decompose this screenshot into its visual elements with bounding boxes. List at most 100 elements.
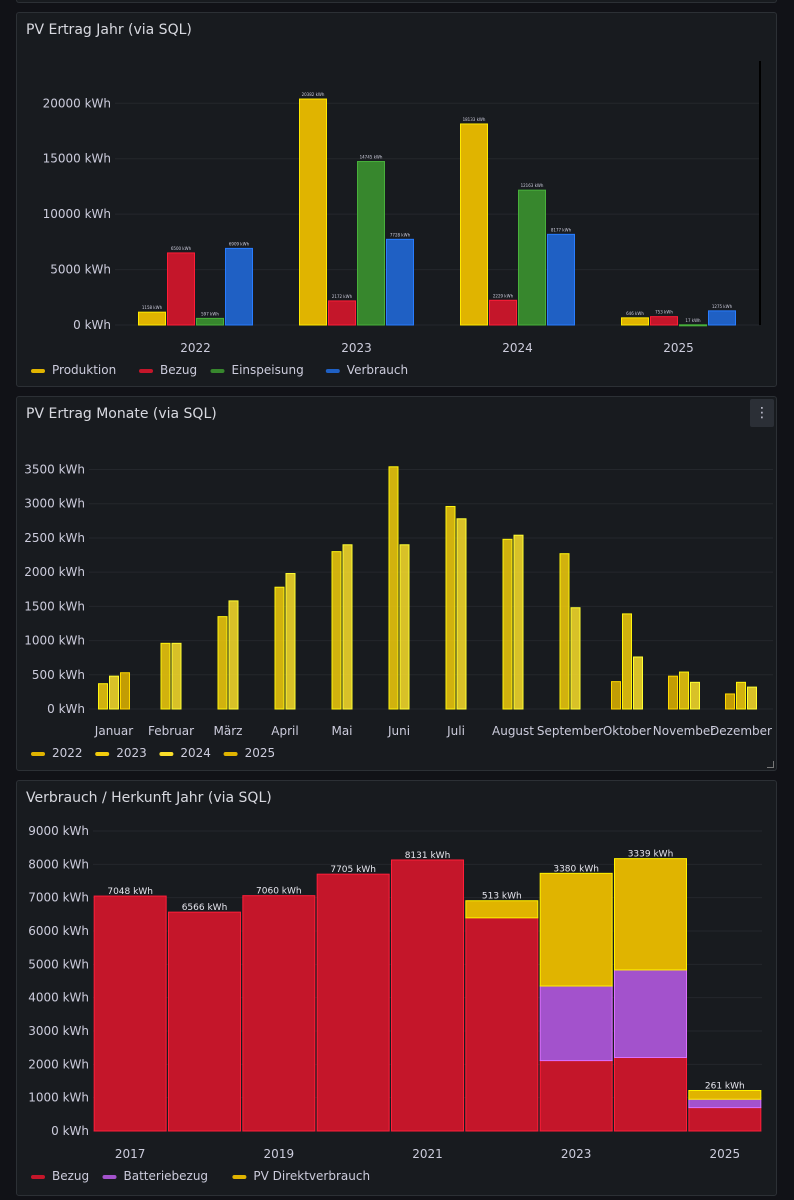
bar-data-label: 1158 kWh — [142, 305, 163, 310]
x-tick-label: 2017 — [115, 1147, 146, 1161]
bar-data-label: 753 kWh — [655, 310, 673, 315]
panel-verbrauch-herkunft[interactable]: Verbrauch / Herkunft Jahr (via SQL) 0 kW… — [16, 780, 777, 1196]
previous-panel-edge — [16, 0, 777, 3]
monthly-bar-chart: 0 kWh 500 kWh 1000 kWh 1500 kWh 2000 kWh 2500… — [24, 463, 773, 760]
kebab-menu-icon[interactable]: ⋮ — [750, 399, 774, 427]
stacked-bar-pv-direktverbrauch — [688, 1090, 762, 1100]
bar-verbrauch — [547, 233, 575, 326]
y-tick-label: 5000 kWh — [28, 957, 89, 971]
bar-data-label: 6909 kWh — [229, 241, 250, 246]
y-tick-label: 3500 kWh — [24, 463, 85, 477]
legend-swatch — [31, 752, 45, 756]
stacked-bar-bezug — [465, 917, 539, 1132]
bar-dezember-2022 — [725, 693, 735, 710]
stacked-bar-batteriebezug — [614, 969, 687, 1058]
bar-bezug — [650, 316, 678, 326]
bar-data-label: 12163 kWh — [521, 183, 544, 188]
bar-juni-2023 — [388, 466, 399, 710]
bar-data-label: 8177 kWh — [551, 227, 572, 232]
legend-label-consumption: PV Direktverbrauch — [253, 1169, 370, 1183]
x-tick-label: Juni — [387, 724, 410, 738]
x-tick-label: 2019 — [264, 1147, 295, 1161]
panel-pv-ertrag-jahr[interactable]: PV Ertrag Jahr (via SQL) 0 kWh 5000 kWh 10… — [16, 12, 777, 387]
stacked-consumption-chart: 0 kWh 1000 kWh 2000 kWh 3000 kWh 4000 kWh 500… — [28, 824, 762, 1183]
bar-märz-2024 — [228, 600, 239, 710]
y-tick-label: 7000 kWh — [28, 891, 89, 905]
y-tick-label: 0 kWh — [47, 702, 85, 716]
y-tick-label: 0 kWh — [73, 318, 111, 332]
legend-label-yearly: Verbrauch — [347, 363, 408, 377]
x-tick-label: April — [271, 724, 298, 738]
stacked-bar-label: 513 kWh — [482, 892, 522, 902]
bar-januar-2023 — [98, 683, 108, 710]
legend-swatch — [31, 369, 45, 373]
stacked-bar-label: 7060 kWh — [256, 887, 302, 897]
bar-juni-2024 — [399, 544, 410, 710]
legend-swatch — [210, 369, 225, 373]
x-tick-label: September — [537, 724, 603, 738]
y-tick-label: 0 kWh — [51, 1124, 89, 1138]
y-tick-label: 1000 kWh — [24, 634, 85, 648]
bar-data-label: 7728 kWh — [390, 232, 411, 237]
legend-swatch — [31, 1175, 45, 1179]
x-tick-label: 2022 — [180, 341, 211, 355]
legend-swatch — [102, 1175, 117, 1179]
bar-data-label: 18133 kWh — [463, 117, 486, 122]
stacked-bar-label: 7048 kWh — [107, 887, 153, 897]
stacked-bar-bezug — [614, 1057, 687, 1132]
y-tick-label: 6000 kWh — [28, 924, 89, 938]
stacked-bar-pv-direktverbrauch — [614, 858, 687, 971]
stacked-bar-label: 261 kWh — [705, 1082, 745, 1092]
y-tick-label: 15000 kWh — [43, 152, 111, 166]
bar-märz-2023 — [217, 616, 228, 710]
bar-april-2024 — [285, 573, 296, 710]
y-tick-label: 3000 kWh — [24, 497, 85, 511]
legend-label-monthly: 2023 — [116, 746, 147, 760]
bar-data-label: 597 kWh — [201, 311, 219, 316]
bar-januar-2025 — [120, 672, 130, 710]
stacked-bar-pv-direktverbrauch — [465, 900, 539, 919]
bar-oktober-2022 — [611, 681, 621, 710]
stacked-bar-label: 6566 kWh — [182, 903, 228, 913]
x-tick-label: Januar — [94, 724, 133, 738]
stacked-bar-bezug — [93, 895, 167, 1132]
yearly-bar-chart: 0 kWh 5000 kWh 10000 kWh 15000 kWh 20000 kWh… — [31, 61, 761, 377]
bar-november-2024 — [690, 681, 700, 710]
bar-bezug — [489, 299, 517, 326]
bar-data-label: 14745 kWh — [360, 155, 383, 160]
y-tick-label: 2000 kWh — [28, 1057, 89, 1071]
y-tick-label: 500 kWh — [32, 668, 85, 682]
x-tick-label: März — [214, 724, 243, 738]
bar-dezember-2023 — [736, 681, 746, 710]
bar-april-2023 — [274, 586, 285, 710]
legend-swatch — [159, 752, 174, 756]
bar-bezug — [328, 300, 356, 326]
legend-swatch — [139, 369, 153, 373]
panel-title: Verbrauch / Herkunft Jahr (via SQL) — [26, 790, 272, 806]
y-tick-label: 9000 kWh — [28, 824, 89, 838]
bar-data-label: 1275 kWh — [712, 304, 733, 309]
bar-august-2024 — [513, 534, 524, 710]
bar-oktober-2023 — [622, 613, 632, 710]
panel-pv-ertrag-monate[interactable]: PV Ertrag Monate (via SQL) ⋮ 0 kWh 500 kW… — [16, 396, 777, 771]
legend-label-yearly: Einspeisung — [232, 363, 304, 377]
x-tick-label: 2023 — [341, 341, 372, 355]
legend-swatch — [325, 369, 340, 373]
bar-juli-2024 — [456, 518, 467, 710]
bar-september-2023 — [559, 553, 570, 710]
stacked-bar-label: 7705 kWh — [330, 865, 376, 875]
resize-handle[interactable] — [767, 761, 774, 768]
legend-label-monthly: 2022 — [52, 746, 83, 760]
x-tick-label: Februar — [148, 724, 194, 738]
x-tick-label: Oktober — [603, 724, 651, 738]
bar-einspeisung — [196, 317, 224, 326]
y-tick-label: 20000 kWh — [43, 96, 111, 110]
stacked-bar-bezug — [316, 873, 390, 1132]
panel-title: PV Ertrag Jahr (via SQL) — [26, 22, 192, 38]
bar-verbrauch — [225, 247, 253, 326]
x-tick-label: 2025 — [663, 341, 694, 355]
legend-label-consumption: Batteriebezug — [124, 1169, 209, 1183]
bar-september-2024 — [570, 607, 581, 710]
y-tick-label: 3000 kWh — [28, 1024, 89, 1038]
bar-data-label: 646 kWh — [626, 311, 644, 316]
